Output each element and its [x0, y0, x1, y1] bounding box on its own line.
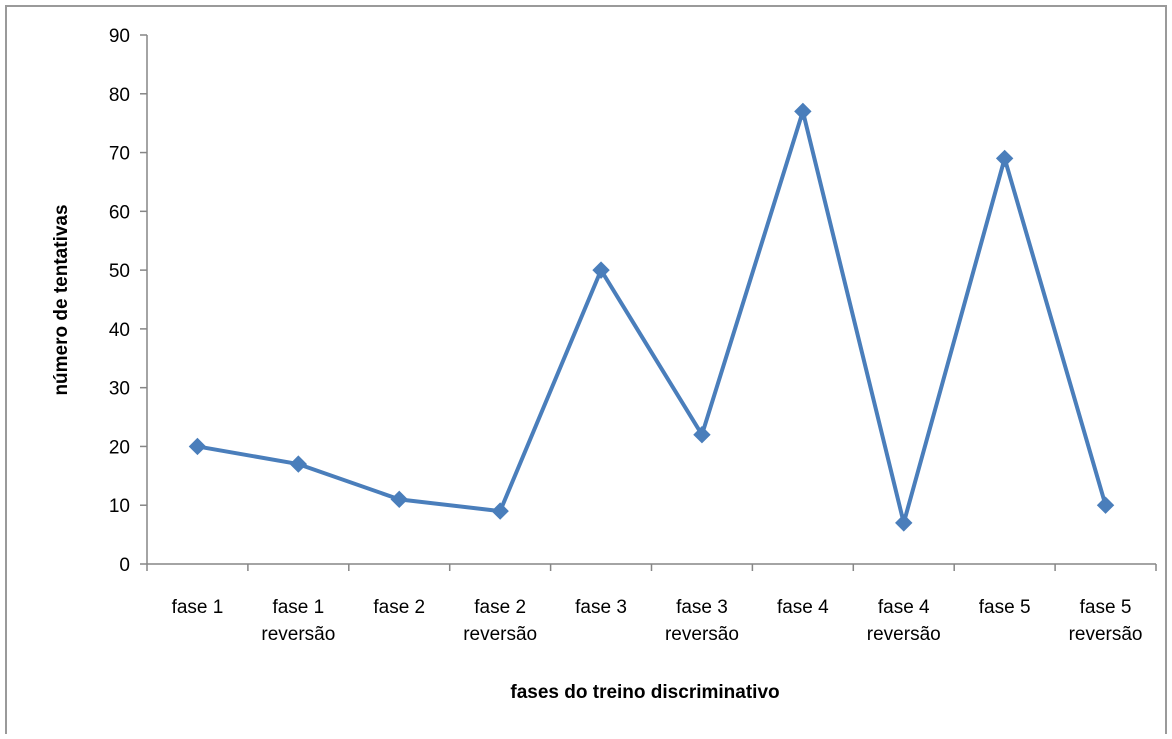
x-category-label-line: fase 4	[878, 597, 930, 618]
data-point-marker	[895, 514, 913, 532]
x-category-label-line: reversão	[261, 624, 335, 645]
y-axis: 0 10 20 30 40 50 60 70 80 90	[109, 26, 148, 576]
x-category-label-line: fase 5	[979, 597, 1031, 618]
x-category-label: fase 3 reversão	[665, 597, 739, 645]
x-category-label: fase 4	[777, 597, 829, 618]
x-category-label: fase 2 reversão	[463, 597, 537, 645]
x-category-label-line: reversão	[665, 624, 739, 645]
y-tick-label: 60	[109, 202, 130, 223]
y-tick-label: 70	[109, 144, 130, 165]
x-axis: fase 1 fase 1 reversão fase 2 fase 2 reversão…	[146, 563, 1157, 645]
x-category-label-line: fase 3	[575, 597, 627, 618]
y-tick-label: 80	[109, 85, 130, 106]
x-category-label-line: fase 4	[777, 597, 829, 618]
y-tick-label: 0	[119, 555, 130, 576]
data-point-marker	[1096, 496, 1115, 514]
x-axis-title: fases do treino discriminativo	[510, 682, 779, 703]
y-tick-label: 10	[109, 496, 130, 517]
data-point-marker	[188, 437, 207, 456]
x-category-label: fase 4 reversão	[867, 597, 941, 645]
data-point-marker	[995, 149, 1014, 168]
x-category-label-line: fase 2	[474, 597, 526, 618]
x-category-label-line: fase 2	[373, 597, 425, 618]
data-point-marker	[390, 490, 408, 509]
x-category-label-line: fase 3	[676, 597, 728, 618]
y-tick-label: 90	[109, 26, 130, 47]
x-category-label-line: reversão	[867, 624, 941, 645]
series	[188, 102, 1115, 532]
x-category-label: fase 1 reversão	[261, 597, 335, 645]
chart-border	[5, 5, 1167, 739]
data-point-marker	[592, 261, 610, 279]
data-point-marker	[693, 425, 711, 444]
x-category-label: fase 3	[575, 597, 627, 618]
x-category-label: fase 1	[172, 597, 224, 618]
x-category-label: fase 5 reversão	[1069, 597, 1143, 645]
data-point-marker	[794, 102, 812, 121]
y-axis-title: número de tentativas	[51, 204, 72, 395]
x-category-label-line: fase 1	[272, 597, 324, 618]
data-point-marker	[491, 502, 509, 520]
x-category-label: fase 5	[979, 597, 1031, 618]
x-category-label-line: fase 1	[172, 597, 224, 618]
x-category-label-line: reversão	[463, 624, 537, 645]
data-point-marker	[289, 455, 308, 473]
x-category-label: fase 2	[373, 597, 425, 618]
y-tick-label: 30	[109, 379, 130, 400]
x-category-label-line: fase 5	[1080, 597, 1132, 618]
y-tick-label: 40	[109, 320, 130, 341]
series-line	[197, 109, 1108, 525]
y-tick-label: 20	[109, 437, 130, 458]
x-category-label-line: reversão	[1069, 624, 1143, 645]
y-tick-label: 50	[109, 261, 130, 282]
